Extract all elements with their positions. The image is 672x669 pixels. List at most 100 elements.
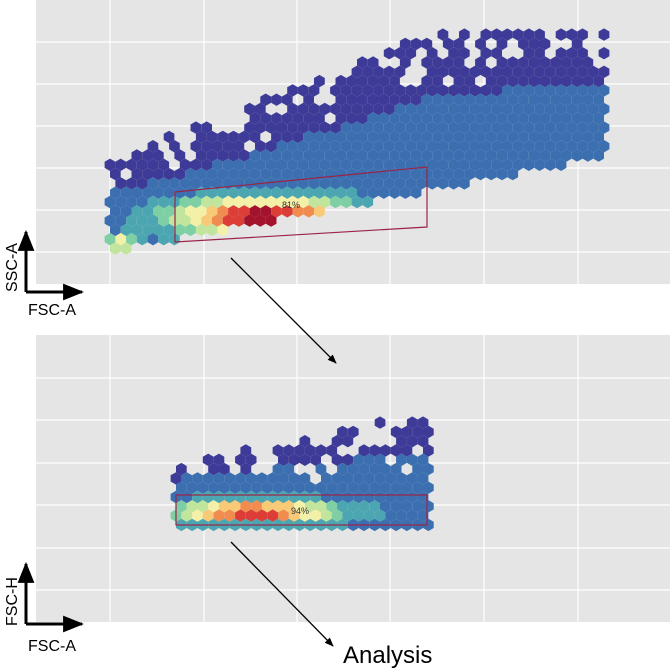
hexbin-cell: [299, 490, 311, 504]
hexbin-cell: [335, 74, 347, 88]
hexbin-cell: [561, 149, 572, 162]
hexbin-cell: [314, 186, 325, 199]
hexbin-cell: [297, 84, 309, 97]
hexbin-cell: [142, 223, 153, 237]
hexbin-cell: [244, 177, 255, 190]
hexbin-cell: [561, 130, 572, 144]
hexbin-cell: [373, 177, 384, 190]
hexbin-cell: [491, 65, 502, 78]
hexbin-cell: [174, 205, 186, 218]
hexbin-cell: [206, 167, 218, 181]
hexbin-cell: [383, 65, 395, 78]
hexbin-cell: [480, 28, 492, 41]
hexbin-cell: [367, 186, 379, 199]
hexbin-cell: [335, 93, 347, 106]
hexbin-cell: [351, 102, 363, 116]
hexbin-cell: [453, 112, 465, 125]
panel-ssc-vs-fsc: 81% SSC-A FSC-A: [4, 0, 670, 319]
hexbin-cell: [287, 195, 298, 209]
hexbin-cell: [437, 121, 449, 134]
hexbin-cell: [362, 140, 374, 153]
hexbin-cell: [389, 112, 400, 125]
hexbin-cell: [358, 462, 370, 476]
hexbin-cell: [399, 186, 411, 199]
hexbin-cell: [283, 444, 295, 457]
hexbin-cell: [181, 509, 193, 522]
hexbin-cell: [251, 481, 262, 494]
hexbin-cell: [577, 65, 588, 78]
hexbin-cell: [416, 121, 427, 134]
hexbin-cell: [321, 509, 332, 522]
hexbin-cell: [512, 84, 524, 97]
hexbin-cell: [566, 65, 578, 78]
hexbin-cell: [297, 121, 309, 134]
hexbin-cell: [255, 121, 266, 134]
hexbin-cell: [518, 130, 529, 144]
hexbin-cell: [378, 93, 390, 106]
hexbin-cell: [249, 112, 261, 125]
hexbin-cell: [423, 500, 434, 513]
hexbin-cell: [406, 416, 418, 429]
hexbin-cell: [475, 93, 486, 106]
hexbin-cell: [147, 214, 159, 227]
hexbin-cell: [110, 205, 121, 218]
hexbin-cell: [496, 149, 508, 162]
hexbin-cell: [421, 37, 433, 51]
hexbin-cell: [528, 37, 540, 51]
hexbin-cell: [518, 112, 529, 125]
hexbin-cell: [566, 47, 578, 60]
hexbin-cell: [475, 112, 486, 125]
hexbin-cell: [351, 158, 363, 171]
hexbin-cell: [340, 84, 352, 97]
hexbin-cell: [410, 37, 422, 51]
hexbin-cell: [340, 177, 352, 190]
hexbin-cell: [390, 481, 402, 494]
hexbin-cell: [303, 205, 314, 218]
hexbin-cell: [550, 112, 561, 125]
hexbin-cell: [303, 130, 314, 144]
hexbin-cell: [330, 158, 341, 171]
hexbin-cell: [405, 47, 417, 60]
hexbin-cell: [272, 462, 284, 476]
hexbin-cell: [534, 158, 545, 171]
hexbin-cell: [480, 84, 492, 97]
flow-arrow-to-analysis: [230, 541, 334, 647]
panel-fsch-vs-fsca: 94% FSC-H FSC-A: [4, 335, 670, 655]
hexbin-cell: [555, 102, 567, 116]
hexbin-cell: [432, 93, 443, 106]
hexbin-cell: [518, 74, 529, 88]
hexbin-cell: [303, 112, 314, 125]
hexbin-cell: [110, 167, 121, 181]
hexbin-cell: [147, 140, 159, 153]
hexbin-cell: [369, 462, 380, 476]
hexbin-cell: [561, 56, 572, 69]
hexbin-cell: [358, 444, 370, 457]
hexbin-cell: [120, 223, 132, 237]
hexbin-cell: [287, 121, 298, 134]
hexbin-cell: [271, 112, 282, 125]
hexbin-cell: [335, 130, 347, 144]
hexbin-cell: [120, 205, 132, 218]
hexbin-cell: [507, 56, 519, 69]
hexbin-cell: [299, 453, 311, 466]
hexbin-cell: [502, 65, 513, 78]
hexbin-cell: [201, 121, 212, 134]
hexbin-cell: [292, 205, 304, 218]
hexbin-cell: [426, 47, 438, 60]
hexbin-cell: [587, 102, 599, 116]
hexbin-cell: [426, 102, 438, 116]
hexbin-cell: [417, 453, 429, 466]
hexbin-cell: [373, 158, 384, 171]
hexbin-cell: [550, 74, 561, 88]
hexbin-cell: [523, 84, 535, 97]
hexbin-cell: [346, 130, 357, 144]
hexbin-cell: [342, 490, 354, 504]
hexbin-cell: [380, 500, 391, 513]
hexbin-cell: [512, 140, 524, 153]
hexbin-cell: [437, 158, 449, 171]
hexbin-cell: [410, 149, 422, 162]
hexbin-cell: [426, 158, 438, 171]
hexbin-cell: [136, 177, 148, 190]
hexbin-cell: [539, 112, 551, 125]
